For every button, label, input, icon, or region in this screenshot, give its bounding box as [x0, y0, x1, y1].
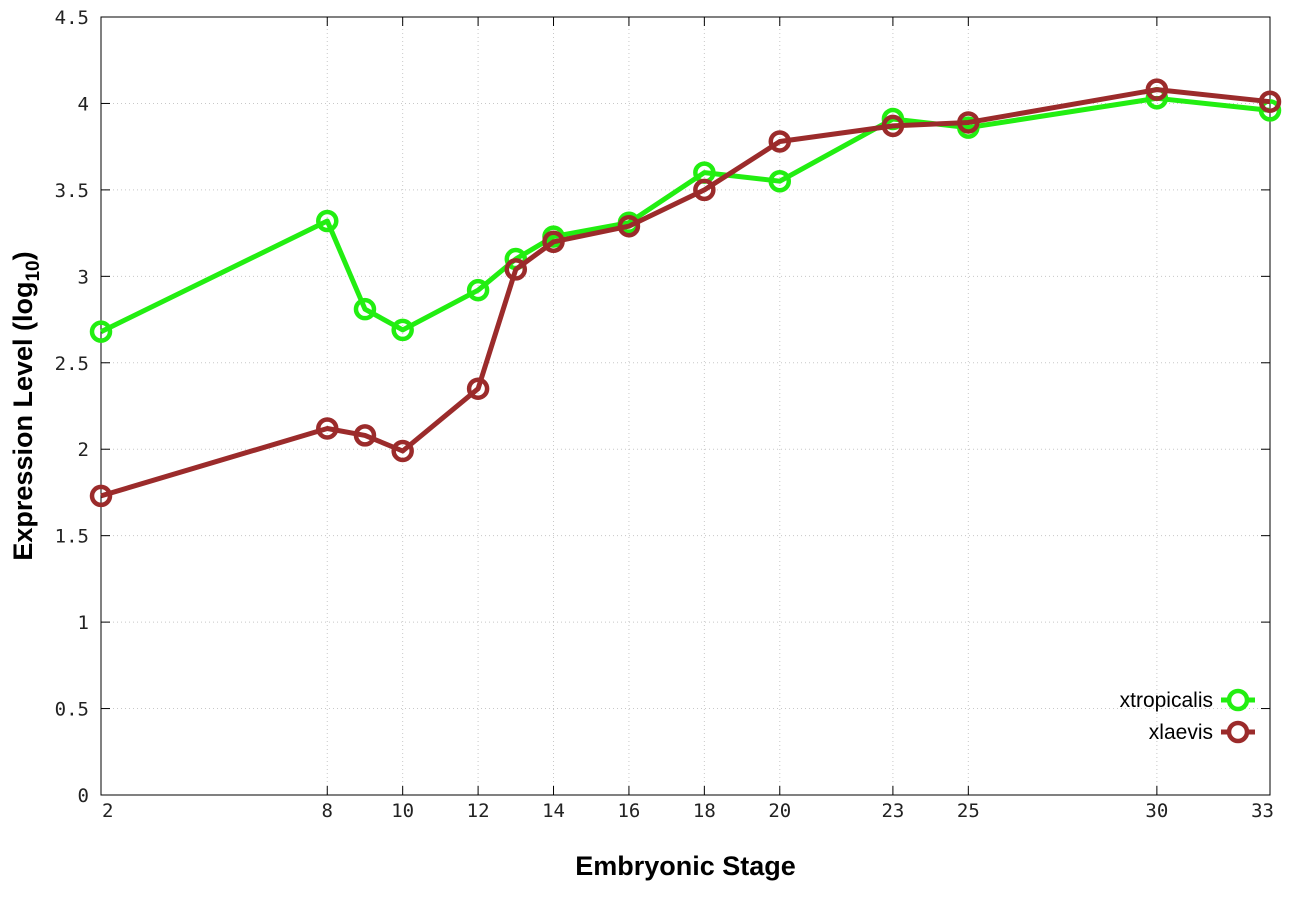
x-tick-label: 2: [102, 800, 113, 822]
axis-ticks: 0 0.5 1 1.5 2 2.5 3 3.5 4 4.5 2 8 10 12 14 16 18 20 23 25 30…: [55, 7, 1274, 822]
legend-label: xlaevis: [1149, 721, 1213, 744]
x-tick-label: 33: [1251, 800, 1274, 822]
x-tick-label: 25: [957, 800, 980, 822]
data-point: [316, 209, 339, 233]
data-point: [542, 230, 565, 254]
y-tick-label: 3: [78, 266, 89, 288]
grid: [101, 17, 1270, 795]
y-tick-label: 1.5: [55, 526, 89, 548]
x-tick-label: 12: [467, 800, 490, 822]
y-tick-label: 1: [78, 612, 89, 634]
y-tick-label: 4.5: [55, 7, 89, 29]
x-tick-label: 23: [881, 800, 904, 822]
data-point: [89, 320, 113, 343]
y-axis-title-end: ): [8, 251, 38, 260]
data-point: [89, 484, 113, 508]
y-axis-title: Expression Level (log10): [8, 251, 44, 560]
data-point: [693, 178, 716, 202]
y-tick-label: 2.5: [55, 353, 89, 375]
x-tick-label: 14: [542, 800, 565, 822]
legend-marker: [1226, 720, 1250, 744]
legend-label: xtropicalis: [1120, 689, 1213, 712]
data-point: [316, 417, 339, 440]
x-axis-title: Embryonic Stage: [575, 851, 796, 881]
series-line: [100, 87, 1271, 499]
data-point: [391, 318, 414, 342]
x-tick-label: 18: [693, 800, 716, 822]
series-xlaevis: [89, 78, 1282, 508]
data-point: [466, 278, 490, 302]
y-tick-label: 4: [78, 93, 89, 115]
data-point: [353, 297, 377, 321]
legend: xtropicalis xlaevis: [1120, 688, 1255, 744]
y-axis-title-subscript: 10: [23, 260, 44, 281]
data-point: [391, 439, 414, 463]
data-point: [353, 424, 377, 447]
y-tick-label: 0: [78, 785, 89, 807]
data-point: [1258, 90, 1282, 113]
data-point: [768, 130, 792, 153]
data-point: [617, 214, 641, 238]
legend-item-xlaevis: xlaevis: [1149, 720, 1255, 744]
y-tick-label: 0.5: [55, 699, 89, 721]
data-point: [504, 258, 528, 281]
x-tick-label: 16: [617, 800, 640, 822]
x-tick-label: 30: [1145, 800, 1168, 822]
y-axis-title-main: Expression Level (log: [8, 282, 38, 561]
series-line: [99, 95, 1271, 334]
legend-marker: [1226, 688, 1250, 712]
series-layer: [89, 78, 1282, 508]
data-point: [881, 114, 905, 138]
series-xtropicalis: [89, 87, 1282, 343]
data-point: [466, 377, 490, 400]
data-point: [1145, 78, 1169, 101]
y-tick-label: 2: [78, 439, 89, 461]
plot-frame: [100, 16, 1271, 796]
y-tick-label: 3.5: [55, 180, 89, 202]
x-tick-label: 10: [391, 800, 414, 822]
x-tick-label: 8: [322, 800, 333, 822]
data-point: [957, 111, 980, 134]
legend-item-xtropicalis: xtropicalis: [1120, 688, 1255, 712]
x-tick-label: 20: [768, 800, 791, 822]
data-point: [768, 169, 792, 193]
